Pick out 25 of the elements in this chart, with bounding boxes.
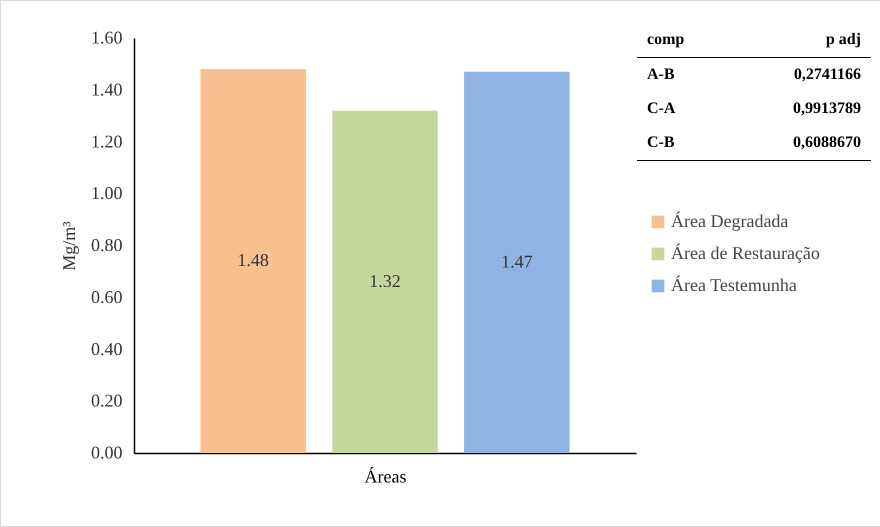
y-tick-label: 0.80 (91, 235, 122, 255)
text: C-B (637, 126, 730, 160)
legend-label: Área Testemunha (671, 275, 797, 295)
text: 0,6088670 (729, 126, 871, 160)
text: p adj (729, 23, 871, 58)
data-label: 1.47 (501, 251, 533, 272)
legend-label: Área Degradada (671, 211, 788, 231)
y-tick-label: 1.00 (91, 183, 122, 204)
y-tick-label: 0.20 (91, 390, 122, 411)
text: C-A (646, 99, 676, 119)
y-tick-label: 0.60 (91, 286, 122, 307)
x-axis-title: Áreas (364, 466, 406, 486)
data-label: 1.48 (237, 250, 269, 270)
text: comp (637, 23, 730, 58)
y-tick-label: 0.40 (91, 338, 122, 359)
y-tick-label: 1.60 (91, 28, 122, 48)
text: 0,2741166 (792, 65, 862, 85)
data-label: 1.32 (369, 270, 401, 291)
y-tick-label: 0.00 (91, 442, 122, 462)
y-axis-title: Mg/m³ (59, 220, 79, 271)
legend-label: Área de Restauração (671, 243, 820, 263)
y-tick-label: 1.40 (91, 79, 122, 100)
y-tick-label: 1.20 (91, 131, 122, 152)
text: A-B (646, 65, 676, 85)
text: 0,9913789 (792, 99, 862, 119)
